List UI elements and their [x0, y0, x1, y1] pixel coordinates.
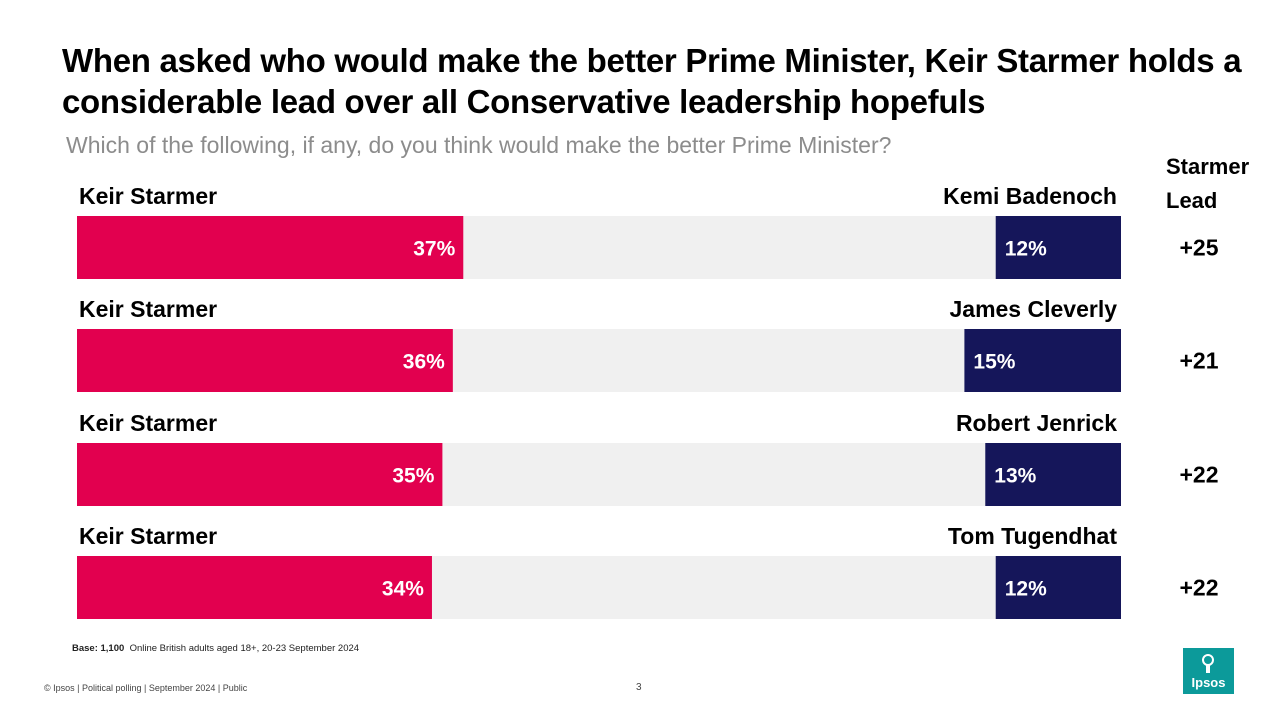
- right-label: James Cleverly: [949, 296, 1117, 322]
- chart-subtitle: Which of the following, if any, do you t…: [66, 132, 892, 158]
- right-label: Kemi Badenoch: [943, 183, 1117, 209]
- lead-value: +22: [1179, 462, 1218, 488]
- base-note: Base: 1,100 Online British adults aged 1…: [72, 643, 359, 654]
- left-label: Keir Starmer: [79, 523, 217, 549]
- opponent-value-label: 15%: [973, 351, 1015, 374]
- lead-value: +21: [1179, 348, 1218, 374]
- lead-value: +25: [1179, 235, 1218, 261]
- opponent-bar: [995, 556, 1121, 619]
- lead-header-line1: Starmer: [1166, 154, 1250, 179]
- page-number: 3: [636, 682, 642, 693]
- starmer-value-label: 37%: [413, 238, 455, 261]
- opponent-bar: [985, 443, 1121, 506]
- opponent-bar: [995, 216, 1121, 279]
- starmer-bar: [77, 443, 443, 506]
- starmer-bar: [77, 329, 453, 392]
- opponent-value-label: 12%: [1005, 578, 1047, 601]
- right-label: Tom Tugendhat: [948, 523, 1117, 549]
- starmer-bar: [77, 216, 464, 279]
- lead-value: +22: [1179, 575, 1218, 601]
- lead-header-line2: Lead: [1166, 188, 1218, 213]
- lead-column-header: Starmer Lead: [1166, 150, 1249, 218]
- logo-text: Ipsos: [1191, 675, 1226, 690]
- opponent-bar: [964, 329, 1121, 392]
- starmer-bar: [77, 556, 432, 619]
- opponent-value-label: 12%: [1005, 238, 1047, 261]
- opponent-value-label: 13%: [994, 465, 1036, 488]
- right-label: Robert Jenrick: [956, 410, 1117, 436]
- base-text: Online British adults aged 18+, 20-23 Se…: [129, 643, 360, 654]
- starmer-value-label: 34%: [382, 578, 424, 601]
- page-title: When asked who would make the better Pri…: [62, 42, 1242, 120]
- left-label: Keir Starmer: [79, 183, 217, 209]
- left-label: Keir Starmer: [79, 296, 217, 322]
- ipsos-logo: Ipsos: [1183, 648, 1234, 694]
- left-label: Keir Starmer: [79, 410, 217, 436]
- footer-text: © Ipsos | Political polling | September …: [44, 683, 248, 693]
- ipsos-logo-mark-icon: [1202, 654, 1214, 673]
- starmer-value-label: 36%: [403, 351, 445, 374]
- base-label: Base: 1,100: [72, 643, 125, 654]
- starmer-value-label: 35%: [392, 465, 434, 488]
